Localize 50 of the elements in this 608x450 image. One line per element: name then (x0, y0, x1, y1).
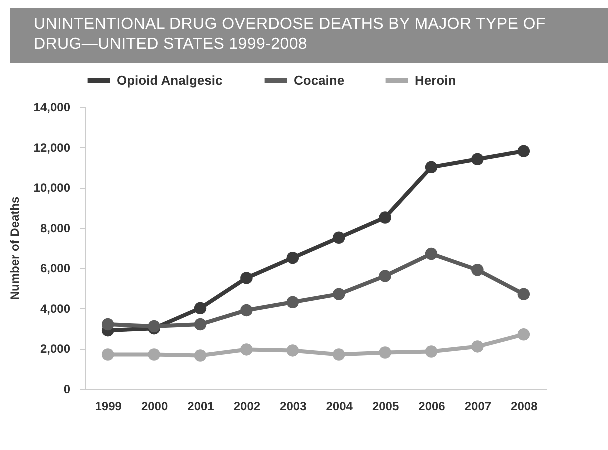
y-tick-label: 10,000 (34, 181, 71, 196)
point (240, 304, 253, 317)
point (286, 296, 300, 308)
legend-label: Cocaine (294, 73, 345, 88)
point (102, 318, 114, 331)
x-tick-label: 2002 (234, 400, 261, 414)
y-axis-title: Number of Deaths (8, 196, 22, 300)
x-tick-label: 2005 (372, 400, 400, 414)
point (379, 346, 392, 359)
point (472, 264, 484, 276)
x-tick-label: 2001 (188, 400, 215, 414)
point (379, 212, 392, 224)
point (148, 348, 160, 361)
point (332, 348, 346, 361)
point (332, 232, 346, 244)
point (518, 288, 530, 300)
point (286, 344, 300, 357)
y-tick-label: 12,000 (34, 140, 71, 155)
point (286, 252, 300, 264)
point (425, 161, 438, 174)
point (102, 348, 114, 361)
x-tick-label: 1999 (95, 400, 122, 414)
x-tick-label: 2008 (511, 400, 538, 414)
point (518, 328, 530, 341)
x-tick-label: 2007 (464, 400, 492, 414)
point (472, 153, 484, 166)
point (472, 340, 484, 353)
y-tick-label: 0 (64, 382, 71, 396)
x-tick-label: 2003 (280, 400, 308, 414)
y-tick-label: 6,000 (40, 262, 71, 276)
y-tick-label: 4,000 (40, 302, 71, 316)
y-tick-label: 2,000 (40, 342, 71, 356)
point (425, 248, 438, 260)
point (332, 288, 346, 300)
x-tick-label: 2006 (418, 400, 446, 414)
point (425, 346, 438, 358)
y-tick-label: 8,000 (40, 221, 71, 236)
point (240, 272, 253, 284)
chart-title: UNINTENTIONAL DRUG OVERDOSE DEATHS BY MAJOR TYPE OF DRUG—UNITED STATES 1999-2008 (10, 8, 608, 63)
point (379, 270, 392, 282)
point (194, 350, 207, 362)
legend-label: Opioid Analgesic (117, 73, 223, 88)
legend-label: Heroin (415, 73, 456, 88)
x-tick-label: 2004 (326, 400, 354, 414)
y-tick-label: 14,000 (34, 100, 71, 114)
point (240, 344, 253, 356)
point (194, 318, 207, 331)
x-tick-label: 2000 (141, 400, 168, 414)
point (194, 302, 207, 315)
point (518, 145, 530, 158)
